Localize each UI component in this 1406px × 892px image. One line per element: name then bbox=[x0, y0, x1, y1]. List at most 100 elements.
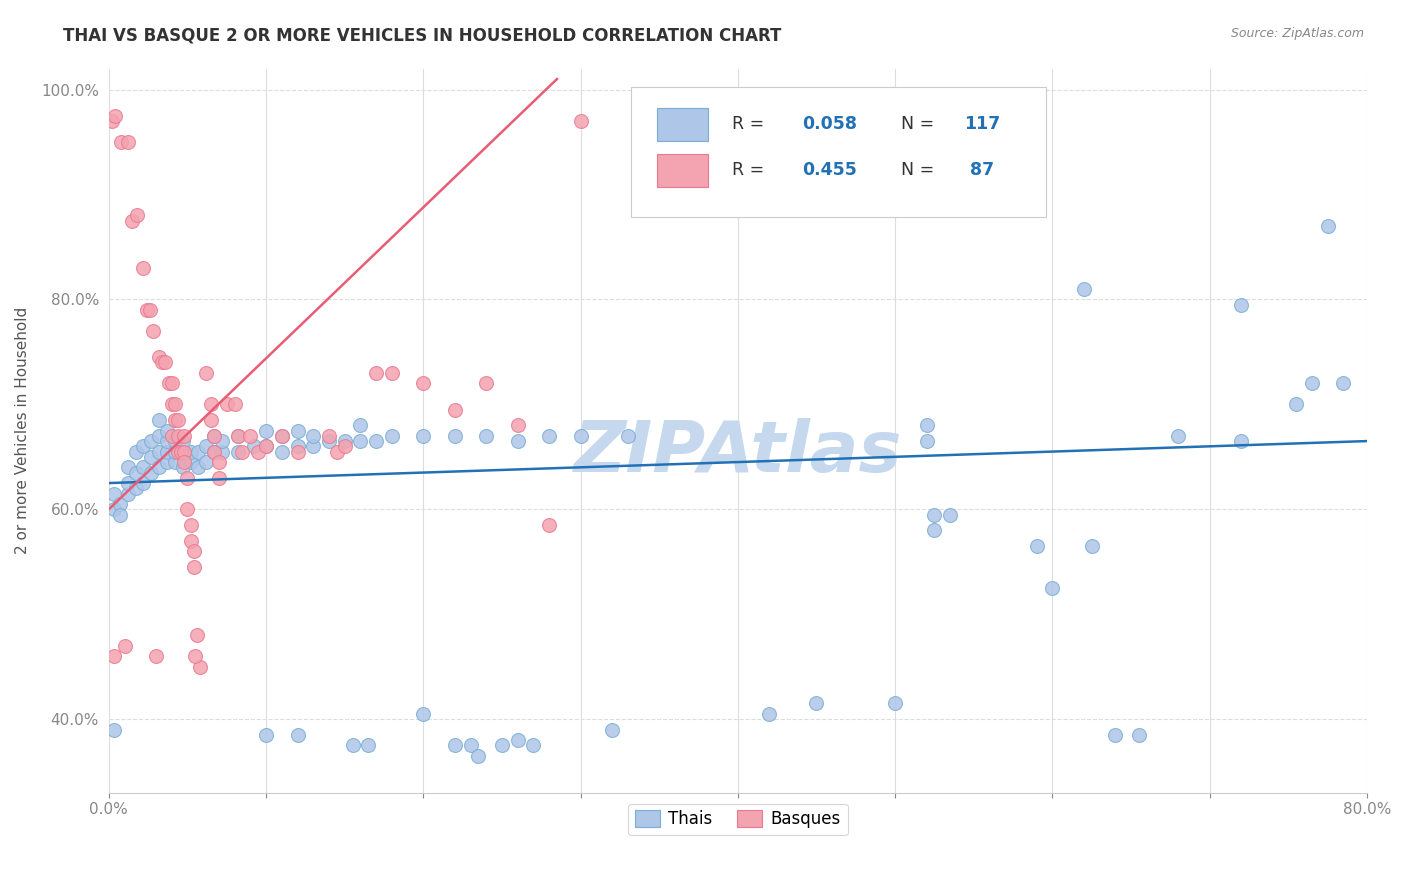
Point bbox=[215, 397, 238, 411]
Text: R =: R = bbox=[731, 115, 769, 133]
Point bbox=[200, 397, 222, 411]
Point bbox=[915, 418, 938, 433]
Point bbox=[1040, 581, 1063, 595]
Point bbox=[1230, 298, 1253, 312]
Text: R =: R = bbox=[731, 161, 769, 179]
Point bbox=[172, 444, 194, 458]
Point bbox=[569, 429, 592, 443]
Point bbox=[211, 434, 233, 448]
Point bbox=[569, 114, 592, 128]
Point bbox=[148, 429, 170, 443]
Point bbox=[108, 508, 131, 522]
Point bbox=[187, 460, 209, 475]
Text: ZIPAtlas: ZIPAtlas bbox=[574, 417, 903, 487]
Point bbox=[349, 434, 371, 448]
Point bbox=[600, 723, 623, 737]
Point bbox=[163, 455, 186, 469]
Text: THAI VS BASQUE 2 OR MORE VEHICLES IN HOUSEHOLD CORRELATION CHART: THAI VS BASQUE 2 OR MORE VEHICLES IN HOU… bbox=[63, 27, 782, 45]
Point bbox=[349, 418, 371, 433]
Point bbox=[242, 439, 264, 453]
Point bbox=[124, 444, 146, 458]
Point bbox=[924, 523, 946, 537]
Point bbox=[117, 135, 139, 149]
Point bbox=[366, 434, 388, 448]
Point bbox=[202, 429, 225, 443]
Point bbox=[150, 355, 173, 369]
Point bbox=[170, 444, 193, 458]
Point bbox=[156, 424, 179, 438]
Point bbox=[226, 429, 249, 443]
Legend: Thais, Basques: Thais, Basques bbox=[628, 804, 848, 835]
Point bbox=[132, 476, 155, 491]
Point bbox=[443, 429, 465, 443]
Point bbox=[506, 418, 529, 433]
Point bbox=[333, 434, 356, 448]
Point bbox=[176, 502, 198, 516]
Point bbox=[506, 733, 529, 747]
Bar bbox=[658, 154, 707, 186]
Point bbox=[167, 413, 190, 427]
Point bbox=[135, 302, 157, 317]
Point bbox=[491, 739, 513, 753]
Point bbox=[1230, 434, 1253, 448]
Point bbox=[211, 444, 233, 458]
Point bbox=[443, 402, 465, 417]
Point bbox=[180, 533, 202, 548]
Point bbox=[270, 444, 292, 458]
Point bbox=[148, 350, 170, 364]
Point bbox=[302, 439, 325, 453]
Text: 0.058: 0.058 bbox=[801, 115, 858, 133]
Text: 87: 87 bbox=[965, 161, 994, 179]
Point bbox=[247, 444, 270, 458]
Point bbox=[538, 518, 561, 533]
Point bbox=[156, 434, 179, 448]
Point bbox=[124, 466, 146, 480]
Point bbox=[226, 429, 249, 443]
Text: Source: ZipAtlas.com: Source: ZipAtlas.com bbox=[1230, 27, 1364, 40]
Point bbox=[208, 455, 231, 469]
Point bbox=[326, 444, 349, 458]
Point bbox=[188, 659, 211, 673]
Point bbox=[254, 439, 277, 453]
Point bbox=[412, 429, 434, 443]
Point bbox=[148, 413, 170, 427]
Point bbox=[121, 213, 143, 227]
Point bbox=[287, 728, 309, 742]
Point bbox=[114, 639, 136, 653]
Text: 117: 117 bbox=[965, 115, 1001, 133]
Point bbox=[200, 413, 222, 427]
Point bbox=[184, 649, 207, 664]
Point bbox=[145, 649, 167, 664]
Point bbox=[412, 706, 434, 721]
Point bbox=[318, 434, 340, 448]
Point bbox=[467, 748, 489, 763]
Point bbox=[160, 429, 183, 443]
Point bbox=[287, 439, 309, 453]
Point bbox=[202, 429, 225, 443]
Point bbox=[157, 376, 180, 391]
Point bbox=[160, 397, 183, 411]
Point bbox=[195, 439, 218, 453]
Point bbox=[475, 429, 498, 443]
Point bbox=[884, 697, 907, 711]
Point bbox=[522, 739, 544, 753]
Point bbox=[173, 455, 195, 469]
Point bbox=[138, 302, 160, 317]
Point bbox=[1285, 397, 1308, 411]
Point bbox=[302, 429, 325, 443]
Text: N =: N = bbox=[901, 115, 941, 133]
Point bbox=[475, 376, 498, 391]
Point bbox=[195, 455, 218, 469]
Point bbox=[163, 413, 186, 427]
Point bbox=[148, 444, 170, 458]
Point bbox=[117, 460, 139, 475]
Point bbox=[318, 429, 340, 443]
Point bbox=[939, 508, 962, 522]
Point bbox=[180, 444, 202, 458]
Point bbox=[103, 502, 125, 516]
Point bbox=[226, 444, 249, 458]
Point bbox=[381, 429, 404, 443]
Point bbox=[1128, 728, 1150, 742]
Point bbox=[183, 544, 205, 558]
Point bbox=[1025, 539, 1047, 553]
